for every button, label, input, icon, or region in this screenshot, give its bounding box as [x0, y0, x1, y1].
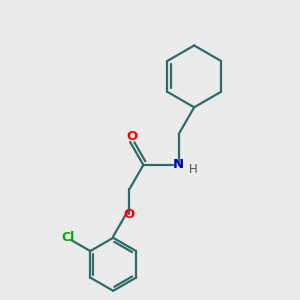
Text: O: O — [124, 208, 135, 221]
Text: N: N — [173, 158, 184, 172]
Text: H: H — [189, 163, 198, 176]
Text: O: O — [126, 130, 137, 143]
Text: Cl: Cl — [61, 231, 74, 244]
